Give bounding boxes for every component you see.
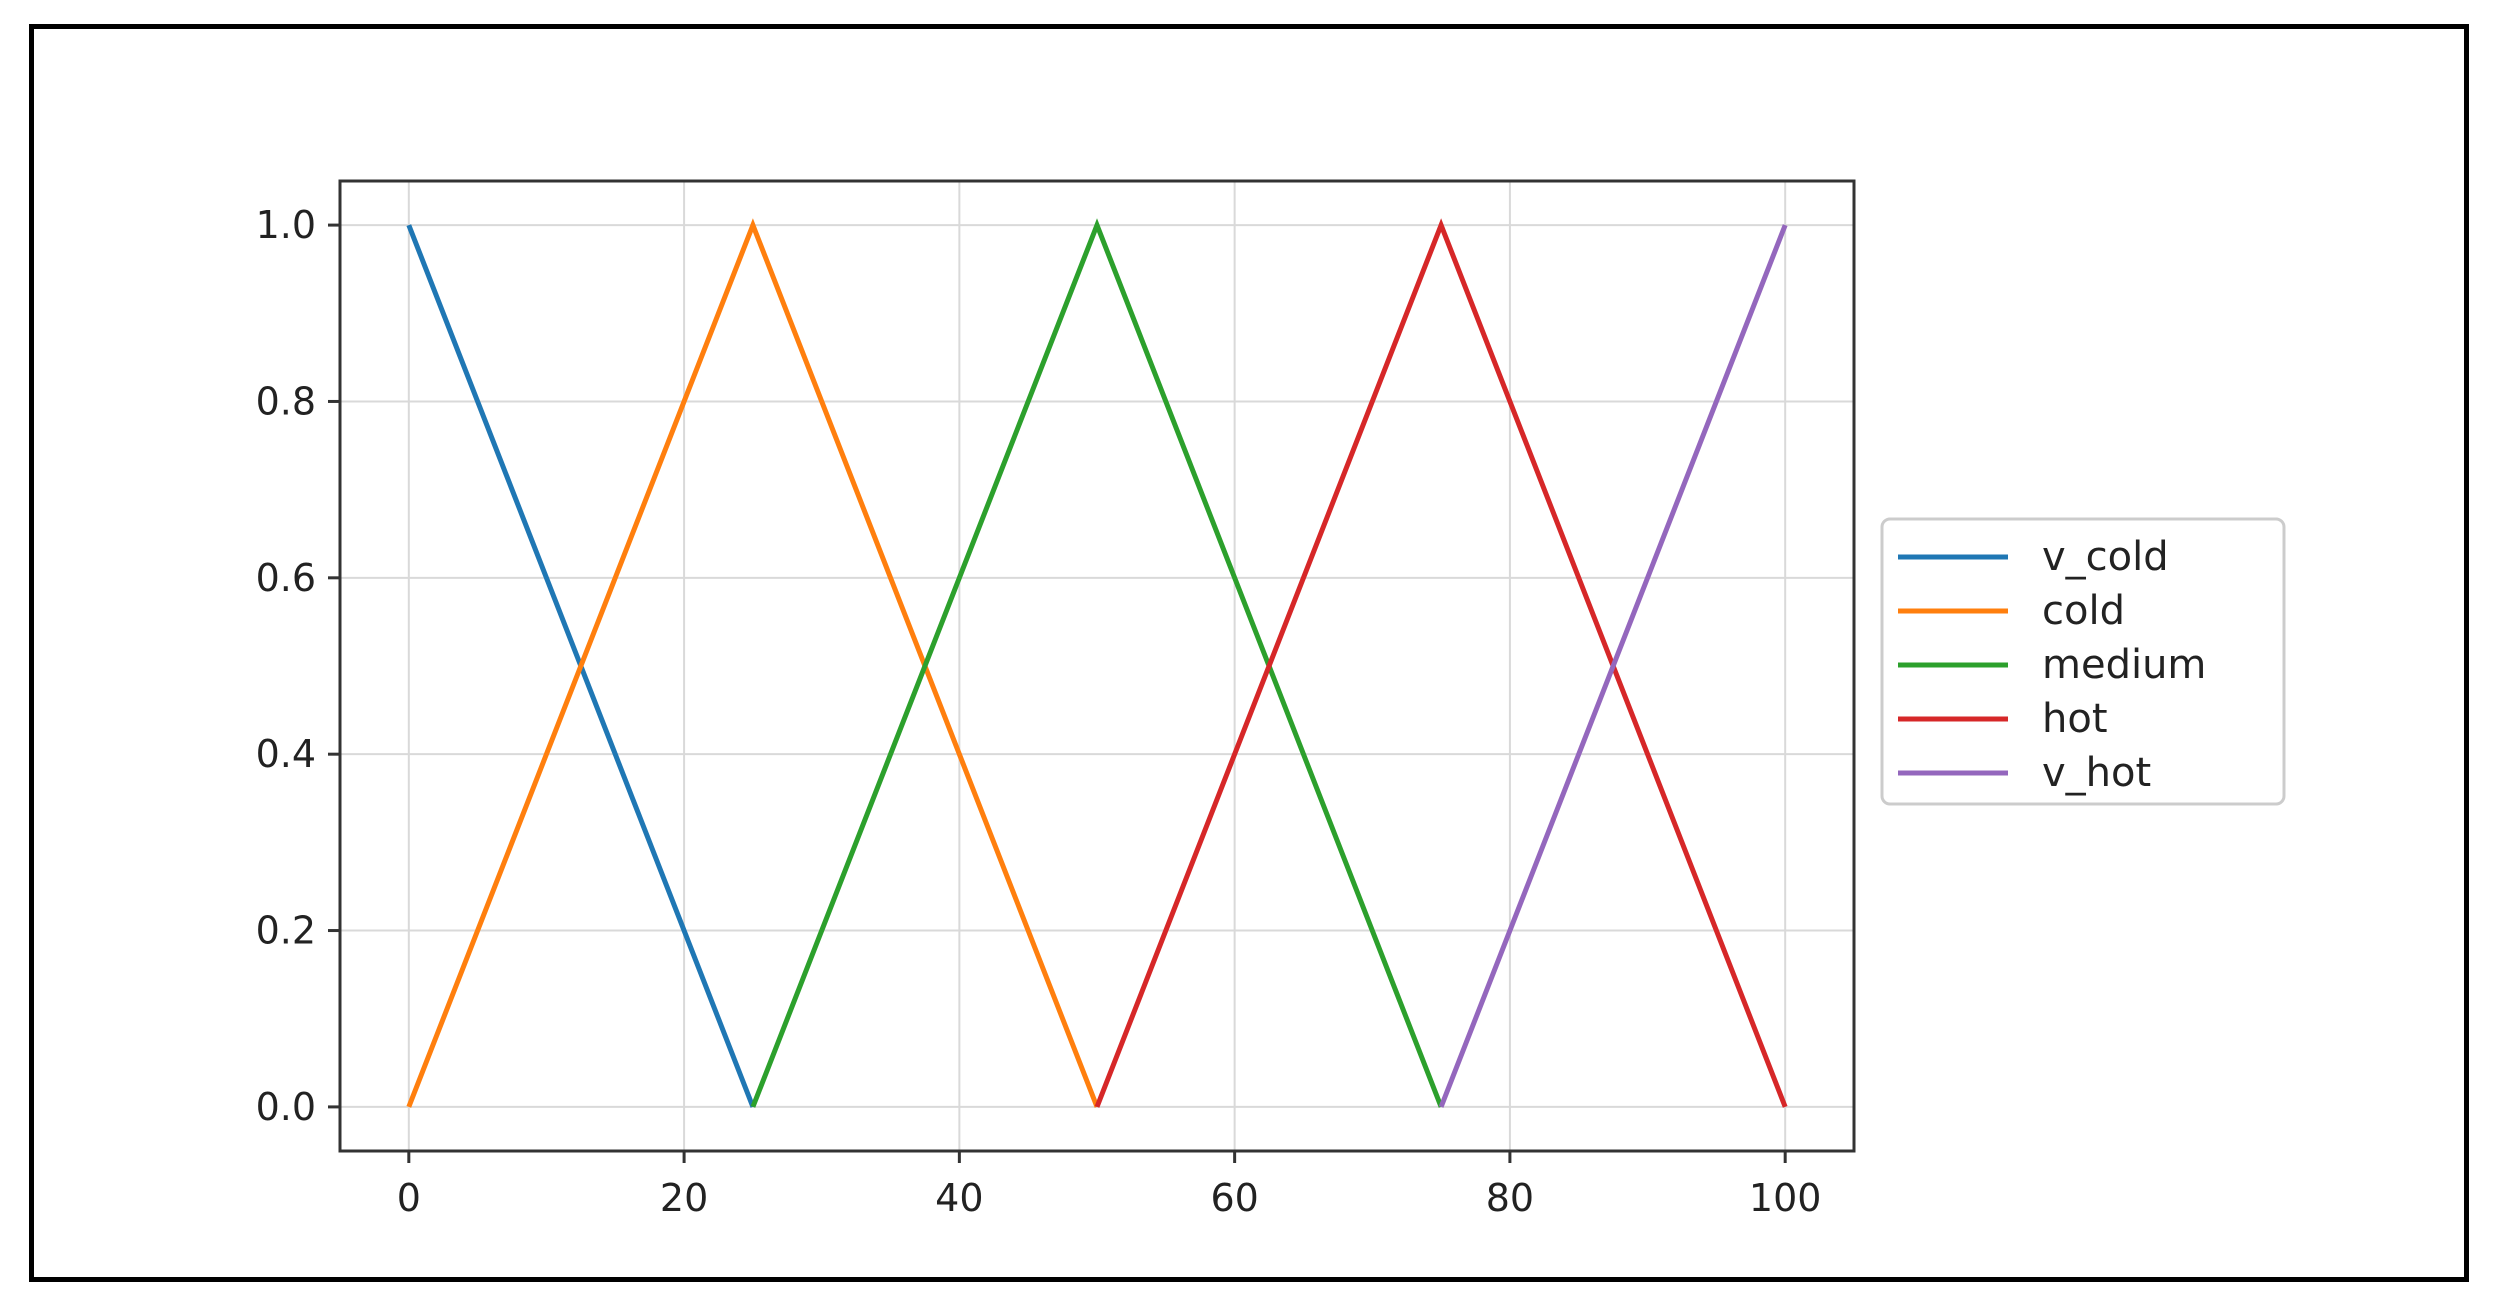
legend-label-v-cold: v_cold (2042, 534, 2169, 580)
y-tick-label: 0.0 (256, 1085, 316, 1129)
y-tick-label: 0.6 (256, 556, 316, 600)
legend-label-v-hot: v_hot (2042, 750, 2151, 796)
y-tick-label: 0.8 (256, 379, 316, 423)
ticks-layer: 0 20 40 60 80 100 0.0 0.2 0.4 0.6 0.8 1.0 (256, 203, 1822, 1220)
y-tick-label: 0.2 (256, 909, 316, 953)
y-tick-label: 0.4 (256, 732, 316, 776)
x-tick-label: 0 (397, 1176, 421, 1220)
legend-label-hot: hot (2042, 696, 2108, 742)
legend-box (1880, 517, 2286, 806)
x-tick-label: 80 (1486, 1176, 1534, 1220)
series-line-hot (1094, 218, 1788, 1108)
x-tick-label: 20 (660, 1176, 708, 1220)
plot-area-frame (338, 179, 1856, 1153)
series-line-medium (750, 218, 1444, 1108)
x-tick-label: 40 (935, 1176, 983, 1220)
x-tick-label: 60 (1210, 1176, 1258, 1220)
line-chart: 0 20 40 60 80 100 0.0 0.2 0.4 0.6 0.8 1.0 v_coldcol… (256, 179, 2286, 1220)
legend-label-medium: medium (2042, 642, 2206, 688)
y-tick-label: 1.0 (256, 203, 316, 247)
series-line-cold (406, 218, 1100, 1108)
grid-layer (340, 181, 1854, 1151)
series-layer (406, 218, 1788, 1108)
series-line-v-hot (1438, 224, 1788, 1108)
legend-label-cold: cold (2042, 588, 2125, 634)
x-tick-label: 100 (1749, 1176, 1822, 1220)
